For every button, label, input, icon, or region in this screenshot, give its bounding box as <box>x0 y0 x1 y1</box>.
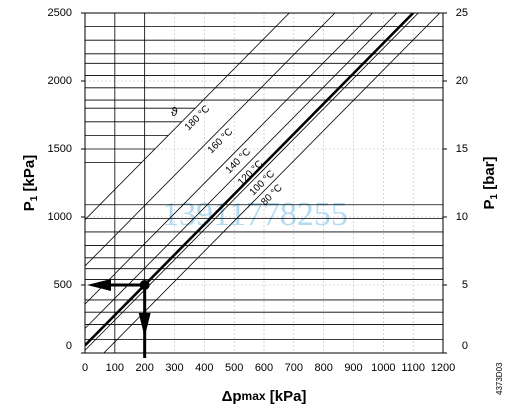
x-tick-label: 900 <box>344 362 362 374</box>
y2-tick-label: 15 <box>456 143 468 155</box>
x-tick-label: 800 <box>314 362 332 374</box>
y2-tick-label: 25 <box>456 7 468 19</box>
figure-code: 4373D03 <box>495 362 504 395</box>
x-axis-title: Δpmax [kPa] <box>222 388 307 405</box>
main-line <box>85 13 415 347</box>
y-axis-title: P1 [kPa] <box>21 155 40 211</box>
y2-label-unit: [bar] <box>481 156 498 194</box>
x-tick-label: 300 <box>165 362 183 374</box>
y-label-sub: 1 <box>29 195 40 201</box>
y2-tick-label: 10 <box>456 211 468 223</box>
y2-label-main: P <box>481 200 498 210</box>
y-label-unit: [kPa] <box>21 155 38 196</box>
diagonal-line <box>85 13 290 221</box>
symbol-label: ϑ <box>171 105 178 119</box>
y-tick-label: 1000 <box>48 211 72 223</box>
x-label-unit: [kPa] <box>266 388 307 405</box>
plot-frame <box>84 12 444 354</box>
y-tick-label: 2500 <box>48 7 72 19</box>
plot-area <box>85 13 443 353</box>
operating-point <box>139 280 150 290</box>
y2-label-sub: 1 <box>489 194 500 200</box>
y-tick-label: 2000 <box>48 75 72 87</box>
x-tick-label: 700 <box>285 362 303 374</box>
x-tick-label: 500 <box>225 362 243 374</box>
y2-axis-title: P1 [bar] <box>481 156 500 209</box>
x-label-main: Δp <box>222 388 242 405</box>
y-tick-label: 500 <box>54 279 72 291</box>
x-tick-label: 400 <box>195 362 213 374</box>
x-label-sub: max <box>242 389 266 403</box>
diagonal-line <box>85 13 374 305</box>
y2-tick-label: 0 <box>462 340 468 352</box>
y-tick-label: 0 <box>66 340 72 352</box>
y-tick-label: 1500 <box>48 143 72 155</box>
diagonal-line <box>85 13 336 267</box>
x-tick-label: 100 <box>106 362 124 374</box>
diagonal-line <box>85 13 398 329</box>
x-tick-label: 1000 <box>371 362 395 374</box>
series-label: 160 °C <box>206 127 235 156</box>
x-tick-label: 600 <box>255 362 273 374</box>
x-tick-label: 1100 <box>401 362 425 374</box>
watermark: 13911778255 <box>162 196 348 233</box>
y-label-main: P <box>21 201 38 211</box>
y2-tick-label: 5 <box>462 279 468 291</box>
y2-tick-label: 20 <box>456 75 468 87</box>
arrow-head-left <box>87 279 111 291</box>
x-tick-label: 200 <box>135 362 153 374</box>
arrow-head-down <box>138 313 151 337</box>
x-tick-label: 1200 <box>431 362 455 374</box>
x-tick-label: 0 <box>82 362 88 374</box>
